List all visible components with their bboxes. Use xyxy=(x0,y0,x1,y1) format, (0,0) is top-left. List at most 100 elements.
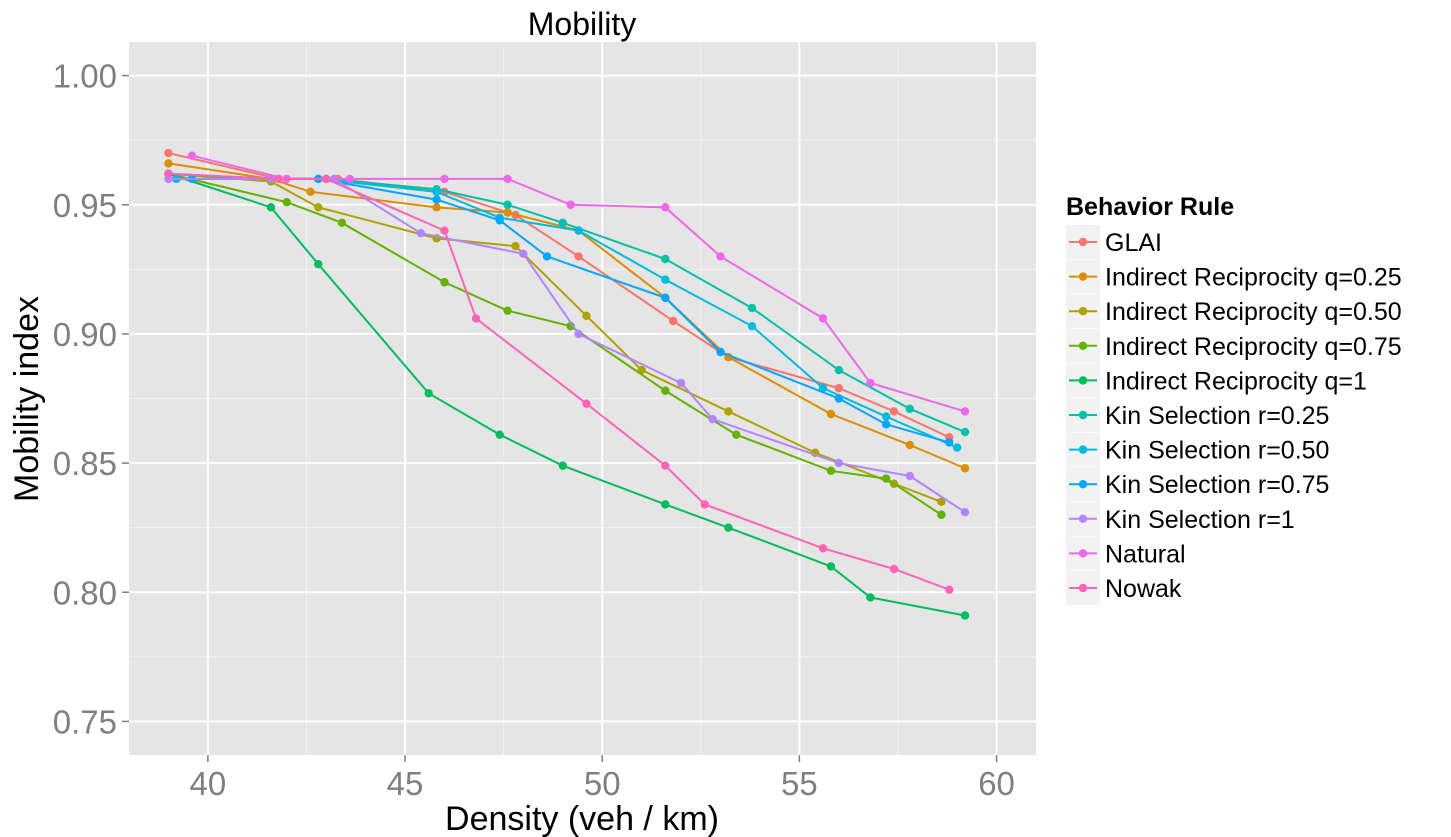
legend-item-indirect-reciprocity-q-0-25: Indirect Reciprocity q=0.25 xyxy=(1066,259,1402,294)
legend-label: Kin Selection r=0.50 xyxy=(1105,437,1329,465)
data-point-natural xyxy=(661,203,670,212)
data-point-indirect-reciprocity-q-0-25 xyxy=(960,464,970,473)
data-point-indirect-reciprocity-q-0-25 xyxy=(306,187,315,197)
data-point-kin-selection-r-0-25 xyxy=(960,427,970,437)
data-point-indirect-reciprocity-q-0-25 xyxy=(432,203,441,212)
data-point-natural xyxy=(866,378,875,388)
data-point-indirect-reciprocity-q-1 xyxy=(314,259,323,269)
data-point-kin-selection-r-1 xyxy=(416,228,426,238)
data-point-glai xyxy=(669,316,678,326)
data-point-kin-selection-r-0-50 xyxy=(661,275,670,284)
legend-key-point xyxy=(1078,341,1088,350)
data-point-kin-selection-r-1 xyxy=(834,458,844,468)
data-point-nowak xyxy=(582,399,591,408)
data-point-indirect-reciprocity-q-0-75 xyxy=(881,474,891,483)
legend-key-point xyxy=(1078,549,1088,558)
data-point-indirect-reciprocity-q-0-75 xyxy=(732,430,741,439)
x-tick-label: 55 xyxy=(781,765,818,802)
data-point-indirect-reciprocity-q-0-50 xyxy=(314,203,323,212)
data-point-kin-selection-r-1 xyxy=(960,507,970,517)
data-point-kin-selection-r-0-50 xyxy=(881,412,891,421)
y-axis-title: Mobility index xyxy=(8,296,46,502)
data-point-indirect-reciprocity-q-1 xyxy=(495,430,504,439)
data-point-indirect-reciprocity-q-0-50 xyxy=(937,497,946,507)
legend-label: Indirect Reciprocity q=0.50 xyxy=(1105,298,1402,326)
data-point-indirect-reciprocity-q-0-50 xyxy=(511,241,520,251)
legend-key-point xyxy=(1078,583,1088,593)
data-point-indirect-reciprocity-q-1 xyxy=(866,593,875,602)
x-axis: 40 45 50 55 60 xyxy=(190,755,1015,802)
data-point-indirect-reciprocity-q-0-75 xyxy=(826,466,836,476)
data-point-indirect-reciprocity-q-1 xyxy=(826,562,836,571)
y-tick-label: 0.95 xyxy=(53,187,117,224)
data-point-nowak xyxy=(440,226,449,235)
series-layer xyxy=(164,148,970,620)
legend-item-kin-selection-r-0-25: Kin Selection r=0.25 xyxy=(1066,398,1329,432)
data-point-kin-selection-r-1 xyxy=(708,414,717,424)
y-tick-label: 0.85 xyxy=(53,445,117,482)
legend-item-kin-selection-r-0-75: Kin Selection r=0.75 xyxy=(1066,467,1329,502)
data-point-kin-selection-r-0-25 xyxy=(834,365,844,375)
data-point-kin-selection-r-0-25 xyxy=(747,303,757,313)
data-point-indirect-reciprocity-q-1 xyxy=(960,611,970,620)
data-point-glai xyxy=(574,252,583,261)
data-point-kin-selection-r-0-75 xyxy=(432,195,441,204)
data-point-kin-selection-r-1 xyxy=(905,471,915,481)
legend-key-point xyxy=(1078,376,1088,385)
data-point-indirect-reciprocity-q-1 xyxy=(266,203,276,212)
legend-item-indirect-reciprocity-q-0-50: Indirect Reciprocity q=0.50 xyxy=(1066,294,1402,329)
data-point-indirect-reciprocity-q-0-50 xyxy=(582,311,591,321)
legend-label: Natural xyxy=(1105,540,1186,568)
legend-key-point xyxy=(1078,272,1088,281)
legend-label: Kin Selection r=0.25 xyxy=(1105,402,1329,430)
data-point-indirect-reciprocity-q-0-25 xyxy=(503,208,512,217)
y-tick-label: 0.80 xyxy=(53,574,117,611)
data-point-kin-selection-r-0-50 xyxy=(574,226,583,235)
data-point-indirect-reciprocity-q-1 xyxy=(661,500,670,509)
y-tick-label: 1.00 xyxy=(53,58,117,95)
data-point-indirect-reciprocity-q-0-25 xyxy=(164,159,173,168)
legend-key-point xyxy=(1078,410,1088,420)
data-point-kin-selection-r-0-25 xyxy=(905,404,915,414)
data-point-kin-selection-r-0-75 xyxy=(542,252,552,261)
data-point-kin-selection-r-0-75 xyxy=(945,438,954,447)
data-point-indirect-reciprocity-q-1 xyxy=(724,523,733,532)
data-point-nowak xyxy=(945,585,954,594)
data-point-natural xyxy=(503,174,512,184)
data-point-kin-selection-r-0-25 xyxy=(558,218,567,228)
legend-item-glai: GLAI xyxy=(1066,225,1162,259)
data-point-glai xyxy=(164,148,173,158)
data-point-nowak xyxy=(700,500,709,509)
data-point-nowak xyxy=(321,174,331,184)
data-point-kin-selection-r-0-75 xyxy=(716,347,725,357)
data-point-indirect-reciprocity-q-0-75 xyxy=(337,218,347,228)
data-point-glai xyxy=(889,407,899,416)
data-point-natural xyxy=(818,314,828,323)
data-point-indirect-reciprocity-q-0-75 xyxy=(661,386,670,395)
data-point-natural xyxy=(187,151,197,160)
legend-label: GLAI xyxy=(1105,229,1162,257)
y-tick-label: 0.90 xyxy=(53,316,117,353)
legend-items: GLAI Indirect Reciprocity q=0.25 Indirect … xyxy=(1066,225,1402,605)
legend-item-indirect-reciprocity-q-1: Indirect Reciprocity q=1 xyxy=(1066,363,1367,398)
data-point-natural xyxy=(345,174,355,184)
x-axis-title: Density (veh / km) xyxy=(445,800,719,837)
legend-key-point xyxy=(1078,307,1088,316)
legend: Behavior Rule GLAI Indirect Reciprocity q… xyxy=(1066,193,1402,605)
y-tick-label: 0.75 xyxy=(53,703,117,740)
x-tick-label: 60 xyxy=(978,765,1015,802)
data-point-indirect-reciprocity-q-0-75 xyxy=(282,197,291,207)
data-point-nowak xyxy=(471,314,481,323)
legend-label: Indirect Reciprocity q=0.25 xyxy=(1105,264,1402,292)
data-point-indirect-reciprocity-q-0-75 xyxy=(440,278,449,287)
data-point-kin-selection-r-1 xyxy=(676,378,686,388)
legend-label: Indirect Reciprocity q=0.75 xyxy=(1105,333,1402,361)
data-point-indirect-reciprocity-q-0-50 xyxy=(724,407,733,416)
data-point-kin-selection-r-1 xyxy=(574,329,583,339)
data-point-indirect-reciprocity-q-0-75 xyxy=(937,510,946,519)
data-point-kin-selection-r-0-50 xyxy=(818,383,828,393)
data-point-nowak xyxy=(818,544,828,553)
x-tick-label: 45 xyxy=(387,765,424,802)
x-tick-label: 40 xyxy=(190,765,227,802)
